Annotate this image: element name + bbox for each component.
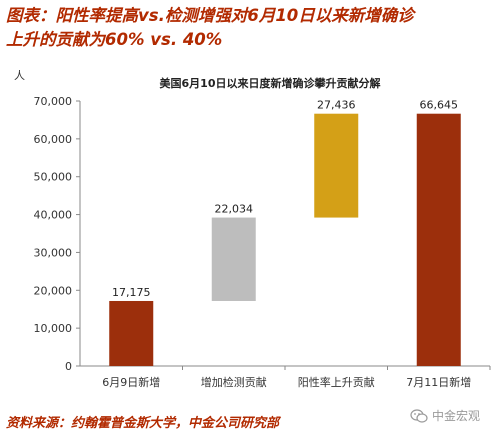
y-tick-label: 40,000 xyxy=(34,209,73,222)
plot-area: 0 10,000 20,000 30,000 40,000 50,000 60,000 70,… xyxy=(34,95,491,389)
x-tick-label: 6月9日新增 xyxy=(102,375,160,389)
y-tick-label: 50,000 xyxy=(34,171,73,184)
chart-headline: 图表：阳性率提高vs.检测增强对6月10日以来新增确诊 上升的贡献为60% vs… xyxy=(6,4,496,52)
y-tick-label: 60,000 xyxy=(34,133,73,146)
bar xyxy=(109,300,154,366)
data-label: 17,175 xyxy=(112,286,151,299)
bar xyxy=(416,113,461,366)
source-note: 资料来源：约翰霍普金斯大学，中金公司研究部 xyxy=(6,416,280,431)
wechat-icon xyxy=(410,408,428,423)
bar xyxy=(211,217,256,301)
y-tick-label: 10,000 xyxy=(34,322,73,335)
y-tick-label: 30,000 xyxy=(34,246,73,259)
y-tick-label: 0 xyxy=(65,360,72,373)
x-tick-label: 增加检测贡献 xyxy=(201,375,267,389)
y-tick-label: 70,000 xyxy=(34,95,73,108)
x-tick-label: 7月11日新增 xyxy=(406,375,471,389)
headline-line-2: 上升的贡献为60% vs. 40% xyxy=(6,30,223,49)
data-label: 27,436 xyxy=(317,99,356,112)
y-tick-label: 20,000 xyxy=(34,284,73,297)
watermark: 中金宏观 xyxy=(410,407,480,424)
x-tick-label: 阳性率上升贡献 xyxy=(298,375,375,389)
y-axis-unit-label: 人 xyxy=(14,69,25,82)
chart-title: 美国6月10日以来日度新增确诊攀升贡献分解 xyxy=(160,76,381,90)
bar xyxy=(314,113,359,218)
data-label: 22,034 xyxy=(215,203,254,216)
data-label: 66,645 xyxy=(420,99,459,112)
watermark-text: 中金宏观 xyxy=(432,409,481,423)
waterfall-chart: 人 美国6月10日以来日度新增确诊攀升贡献分解 0 10,000 20,000 30,… xyxy=(14,69,491,389)
headline-line-1: 图表：阳性率提高vs.检测增强对6月10日以来新增确诊 xyxy=(6,6,414,25)
